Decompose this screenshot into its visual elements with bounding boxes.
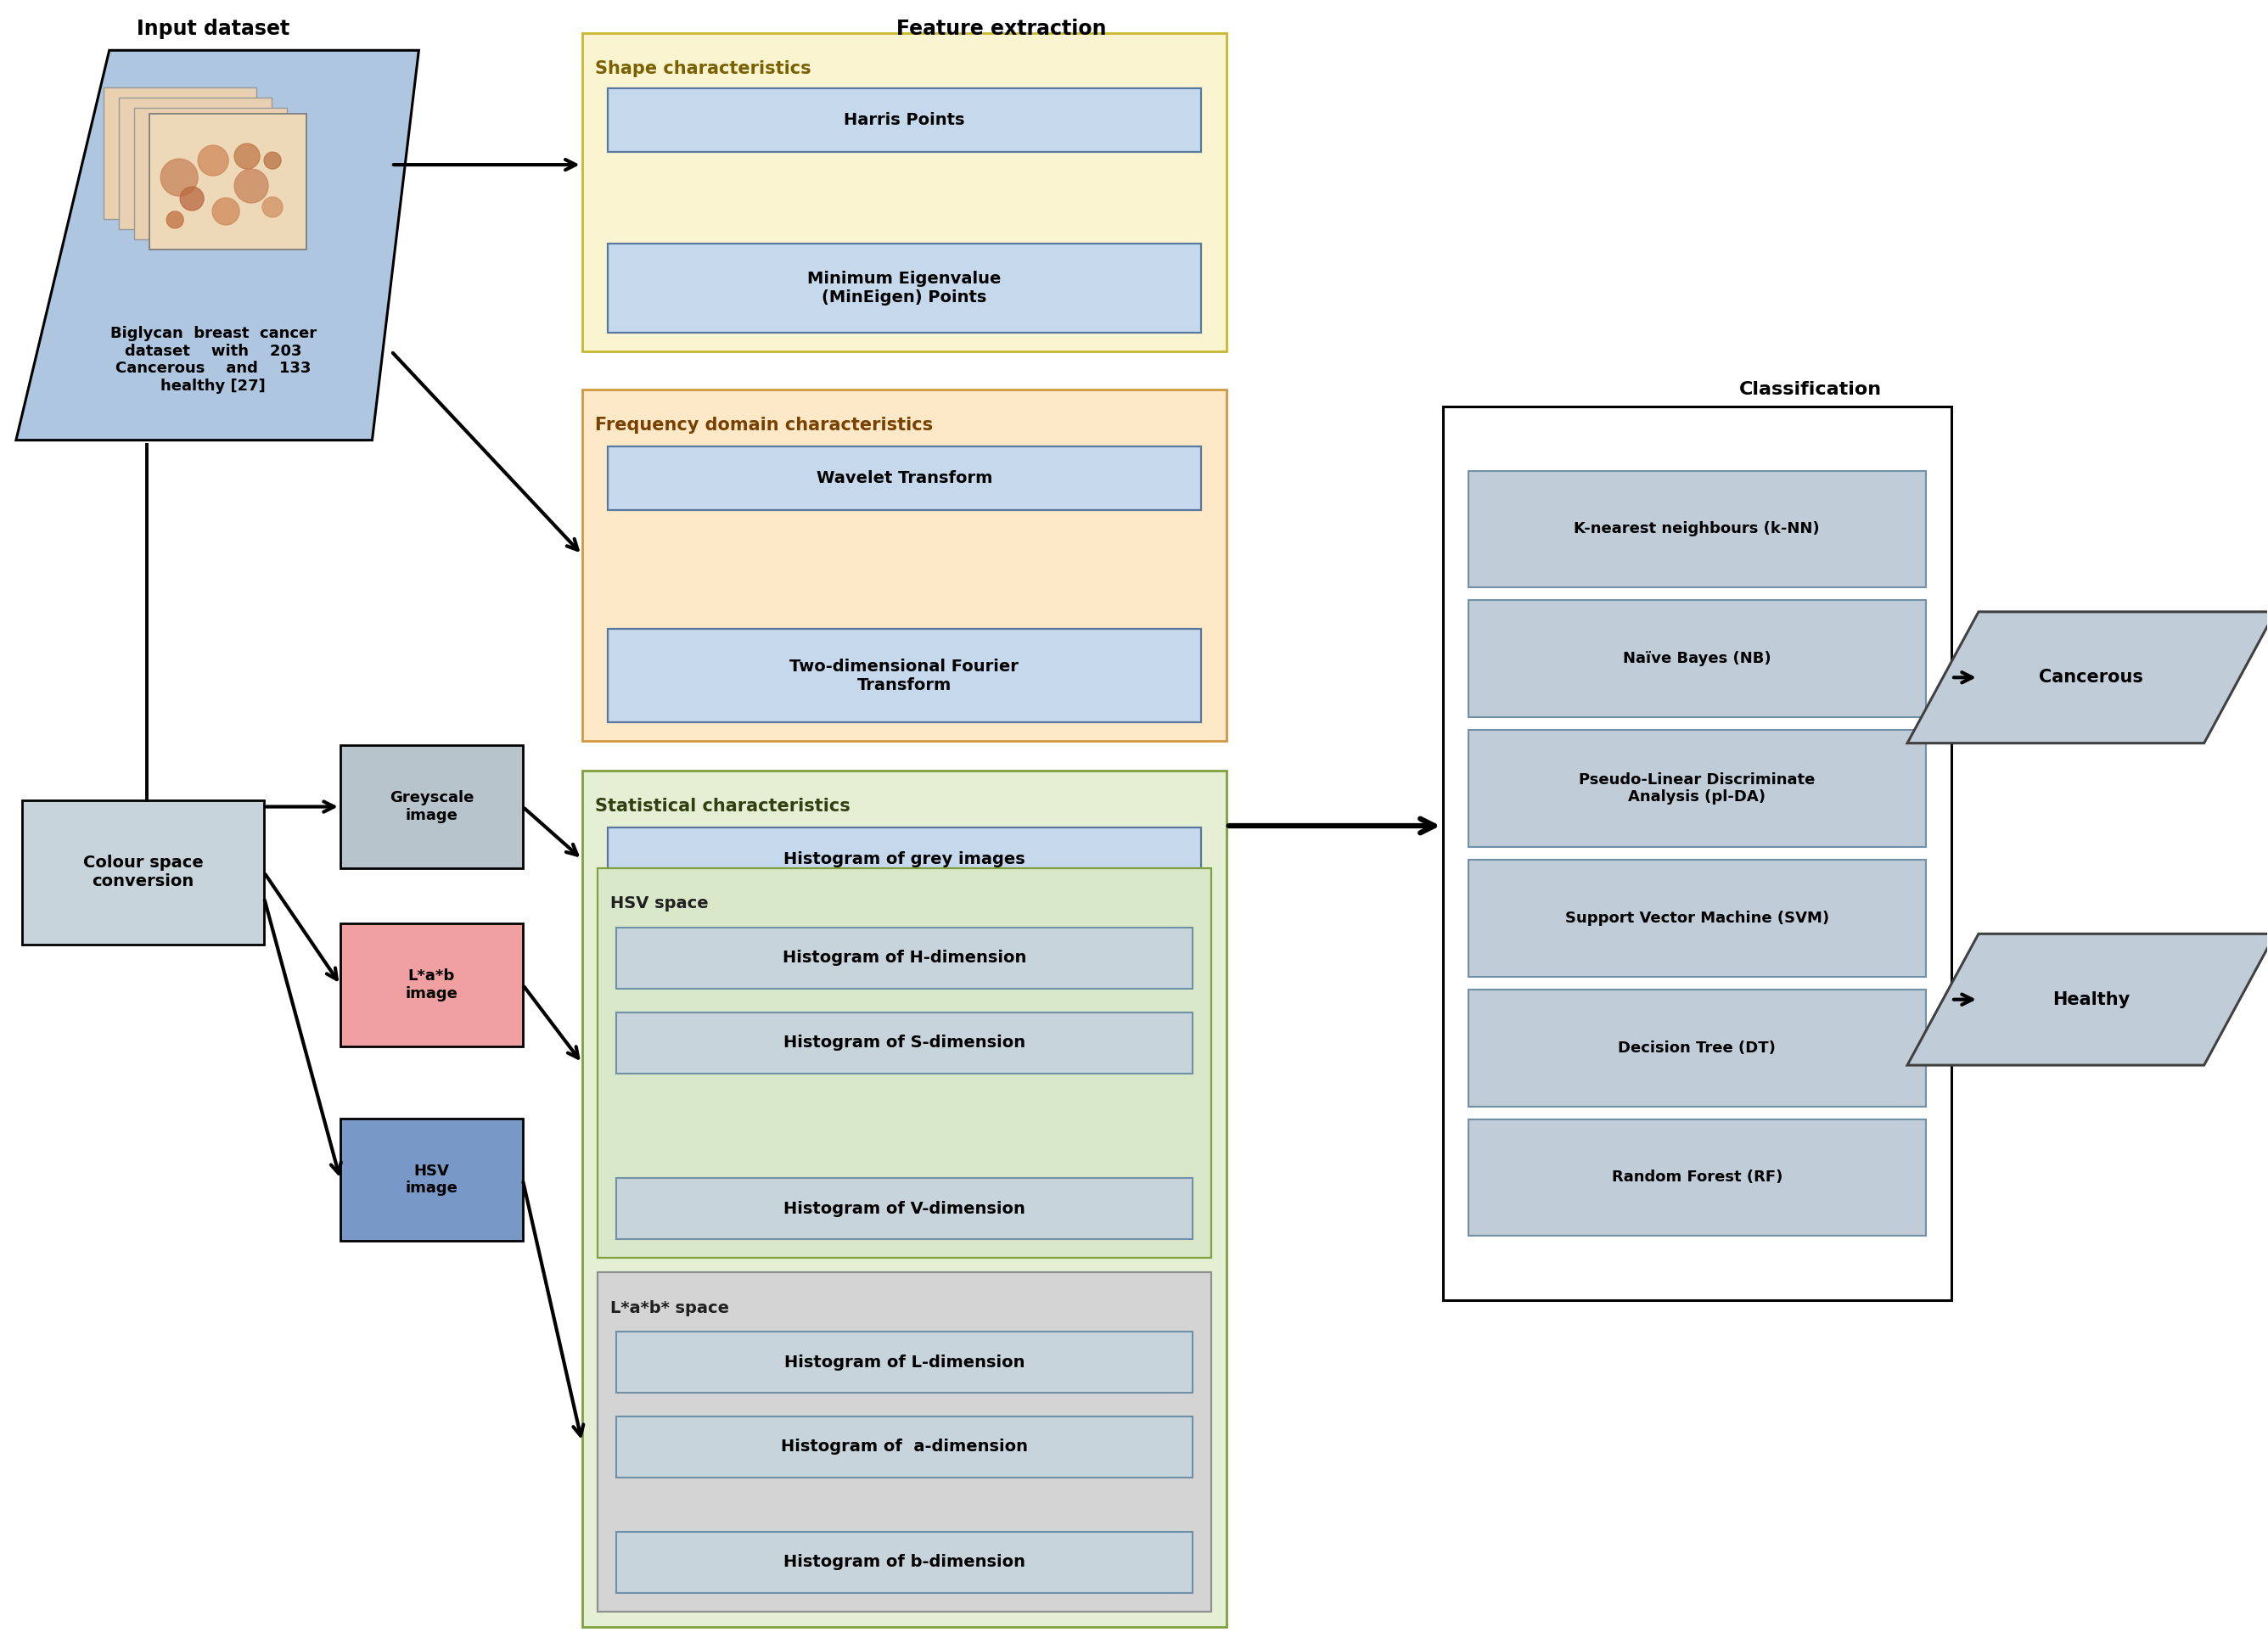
Circle shape xyxy=(263,196,284,218)
FancyBboxPatch shape xyxy=(617,1179,1193,1240)
Text: Two-dimensional Fourier
Transform: Two-dimensional Fourier Transform xyxy=(789,658,1018,693)
Text: Shape characteristics: Shape characteristics xyxy=(594,61,812,78)
Text: HSV space: HSV space xyxy=(610,895,708,912)
Text: Frequency domain characteristics: Frequency domain characteristics xyxy=(594,417,932,434)
FancyBboxPatch shape xyxy=(596,1273,1211,1611)
FancyBboxPatch shape xyxy=(1467,989,1926,1106)
FancyBboxPatch shape xyxy=(583,770,1227,1626)
FancyBboxPatch shape xyxy=(617,1012,1193,1073)
FancyBboxPatch shape xyxy=(1467,600,1926,717)
FancyBboxPatch shape xyxy=(1467,731,1926,848)
Text: Healthy: Healthy xyxy=(2053,991,2130,1008)
Text: Random Forest (RF): Random Forest (RF) xyxy=(1613,1169,1783,1186)
FancyBboxPatch shape xyxy=(1467,1120,1926,1237)
Text: Histogram of grey images: Histogram of grey images xyxy=(782,851,1025,867)
Circle shape xyxy=(161,158,197,196)
FancyBboxPatch shape xyxy=(608,89,1202,152)
FancyBboxPatch shape xyxy=(134,107,288,239)
Text: Naïve Bayes (NB): Naïve Bayes (NB) xyxy=(1624,651,1771,666)
Text: Minimum Eigenvalue
(MinEigen) Points: Minimum Eigenvalue (MinEigen) Points xyxy=(807,270,1000,305)
Text: K-nearest neighbours (k-NN): K-nearest neighbours (k-NN) xyxy=(1574,521,1819,538)
FancyBboxPatch shape xyxy=(596,867,1211,1258)
FancyBboxPatch shape xyxy=(617,1416,1193,1478)
Polygon shape xyxy=(1907,612,2268,744)
Polygon shape xyxy=(16,51,420,440)
Circle shape xyxy=(234,168,268,203)
FancyBboxPatch shape xyxy=(608,630,1202,722)
FancyBboxPatch shape xyxy=(118,97,272,229)
Circle shape xyxy=(179,186,204,211)
Text: Histogram of b-dimension: Histogram of b-dimension xyxy=(782,1553,1025,1570)
Text: Histogram of V-dimension: Histogram of V-dimension xyxy=(782,1200,1025,1217)
Polygon shape xyxy=(1907,933,2268,1065)
Text: Pseudo-Linear Discriminate
Analysis (pl-DA): Pseudo-Linear Discriminate Analysis (pl-… xyxy=(1579,772,1814,805)
FancyBboxPatch shape xyxy=(1442,406,1950,1301)
Text: L*a*b
image: L*a*b image xyxy=(406,968,458,1001)
Text: Biglycan  breast  cancer
dataset    with    203
Cancerous    and    133
healthy : Biglycan breast cancer dataset with 203 … xyxy=(109,327,315,394)
Text: Histogram of  a-dimension: Histogram of a-dimension xyxy=(780,1440,1027,1454)
Text: Greyscale
image: Greyscale image xyxy=(390,790,474,823)
FancyBboxPatch shape xyxy=(104,87,256,219)
Text: Decision Tree (DT): Decision Tree (DT) xyxy=(1617,1041,1776,1055)
Text: Histogram of S-dimension: Histogram of S-dimension xyxy=(782,1034,1025,1050)
Text: HSV
image: HSV image xyxy=(406,1163,458,1196)
FancyBboxPatch shape xyxy=(1467,470,1926,587)
Text: Input dataset: Input dataset xyxy=(136,18,290,40)
FancyBboxPatch shape xyxy=(583,389,1227,740)
Circle shape xyxy=(263,152,281,168)
Text: Statistical characteristics: Statistical characteristics xyxy=(594,798,850,815)
Circle shape xyxy=(166,211,184,228)
FancyBboxPatch shape xyxy=(23,800,263,945)
FancyBboxPatch shape xyxy=(1467,859,1926,976)
Text: Support Vector Machine (SVM): Support Vector Machine (SVM) xyxy=(1565,910,1828,925)
Text: Colour space
conversion: Colour space conversion xyxy=(84,854,204,890)
FancyBboxPatch shape xyxy=(608,244,1202,333)
Text: Histogram of H-dimension: Histogram of H-dimension xyxy=(782,950,1025,966)
FancyBboxPatch shape xyxy=(617,927,1193,988)
FancyBboxPatch shape xyxy=(617,1332,1193,1393)
FancyBboxPatch shape xyxy=(617,1532,1193,1593)
FancyBboxPatch shape xyxy=(150,114,306,249)
FancyBboxPatch shape xyxy=(340,1118,522,1242)
FancyBboxPatch shape xyxy=(340,923,522,1045)
FancyBboxPatch shape xyxy=(340,745,522,867)
Circle shape xyxy=(213,198,240,224)
Text: Feature extraction: Feature extraction xyxy=(896,18,1107,40)
FancyBboxPatch shape xyxy=(583,33,1227,351)
Text: Cancerous: Cancerous xyxy=(2039,669,2143,686)
Text: Histogram of L-dimension: Histogram of L-dimension xyxy=(785,1354,1025,1370)
Text: Classification: Classification xyxy=(1740,381,1882,397)
FancyBboxPatch shape xyxy=(608,828,1202,890)
Circle shape xyxy=(234,143,261,168)
Text: Harris Points: Harris Points xyxy=(844,112,964,129)
FancyBboxPatch shape xyxy=(608,447,1202,510)
Circle shape xyxy=(197,145,229,176)
Text: Wavelet Transform: Wavelet Transform xyxy=(816,470,991,486)
Text: L*a*b* space: L*a*b* space xyxy=(610,1299,728,1316)
